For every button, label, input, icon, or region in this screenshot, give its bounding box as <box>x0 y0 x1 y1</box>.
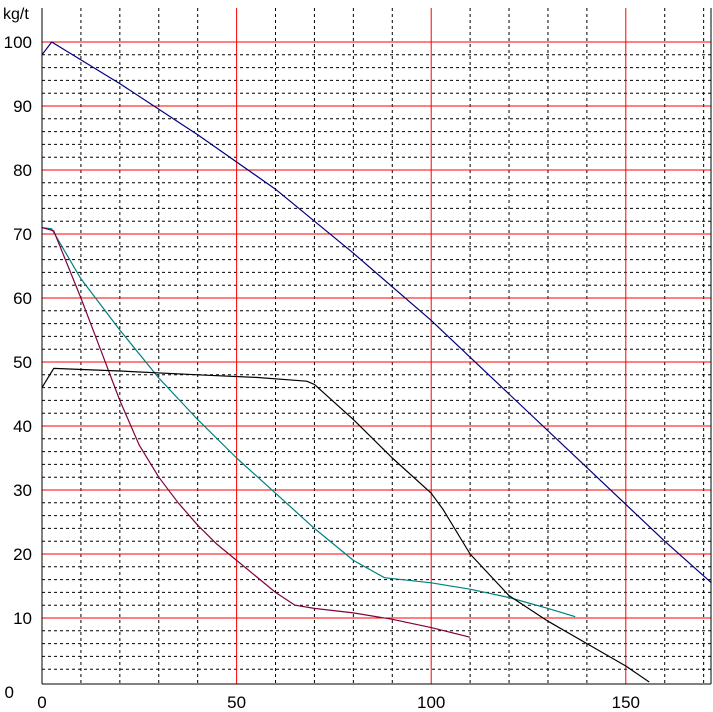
series-line-2 <box>41 227 576 618</box>
tick-labels: 0 50 100 150 0 10 20 30 40 50 60 70 80 90 100 <box>4 33 640 712</box>
y-tick-label: 0 <box>5 683 14 702</box>
axes <box>41 8 712 685</box>
y-axis-unit-label: kg/t <box>3 6 29 23</box>
x-tick-label: 50 <box>227 693 246 712</box>
x-tick-label: 100 <box>417 693 445 712</box>
minor-grid <box>42 8 711 684</box>
y-tick-label: 50 <box>13 353 32 372</box>
y-tick-label: 70 <box>13 225 32 244</box>
y-tick-label: 20 <box>13 545 32 564</box>
y-tick-label: 10 <box>13 609 32 628</box>
y-tick-label: 90 <box>13 97 32 116</box>
y-tick-label: 30 <box>13 481 32 500</box>
y-tick-label: 60 <box>13 289 32 308</box>
y-tick-label: 40 <box>13 417 32 436</box>
y-tick-label: 80 <box>13 161 32 180</box>
series-layer <box>41 41 712 683</box>
major-grid <box>42 8 711 684</box>
series-line-4 <box>41 367 650 683</box>
x-tick-label: 0 <box>37 693 46 712</box>
series-line-3 <box>41 227 471 638</box>
series-line-1 <box>41 41 712 584</box>
x-tick-label: 150 <box>612 693 640 712</box>
y-tick-label: 100 <box>4 33 32 52</box>
